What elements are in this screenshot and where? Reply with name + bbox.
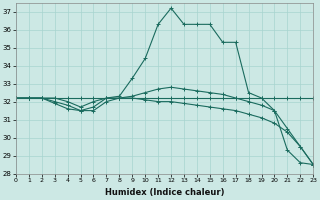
X-axis label: Humidex (Indice chaleur): Humidex (Indice chaleur) bbox=[105, 188, 224, 197]
